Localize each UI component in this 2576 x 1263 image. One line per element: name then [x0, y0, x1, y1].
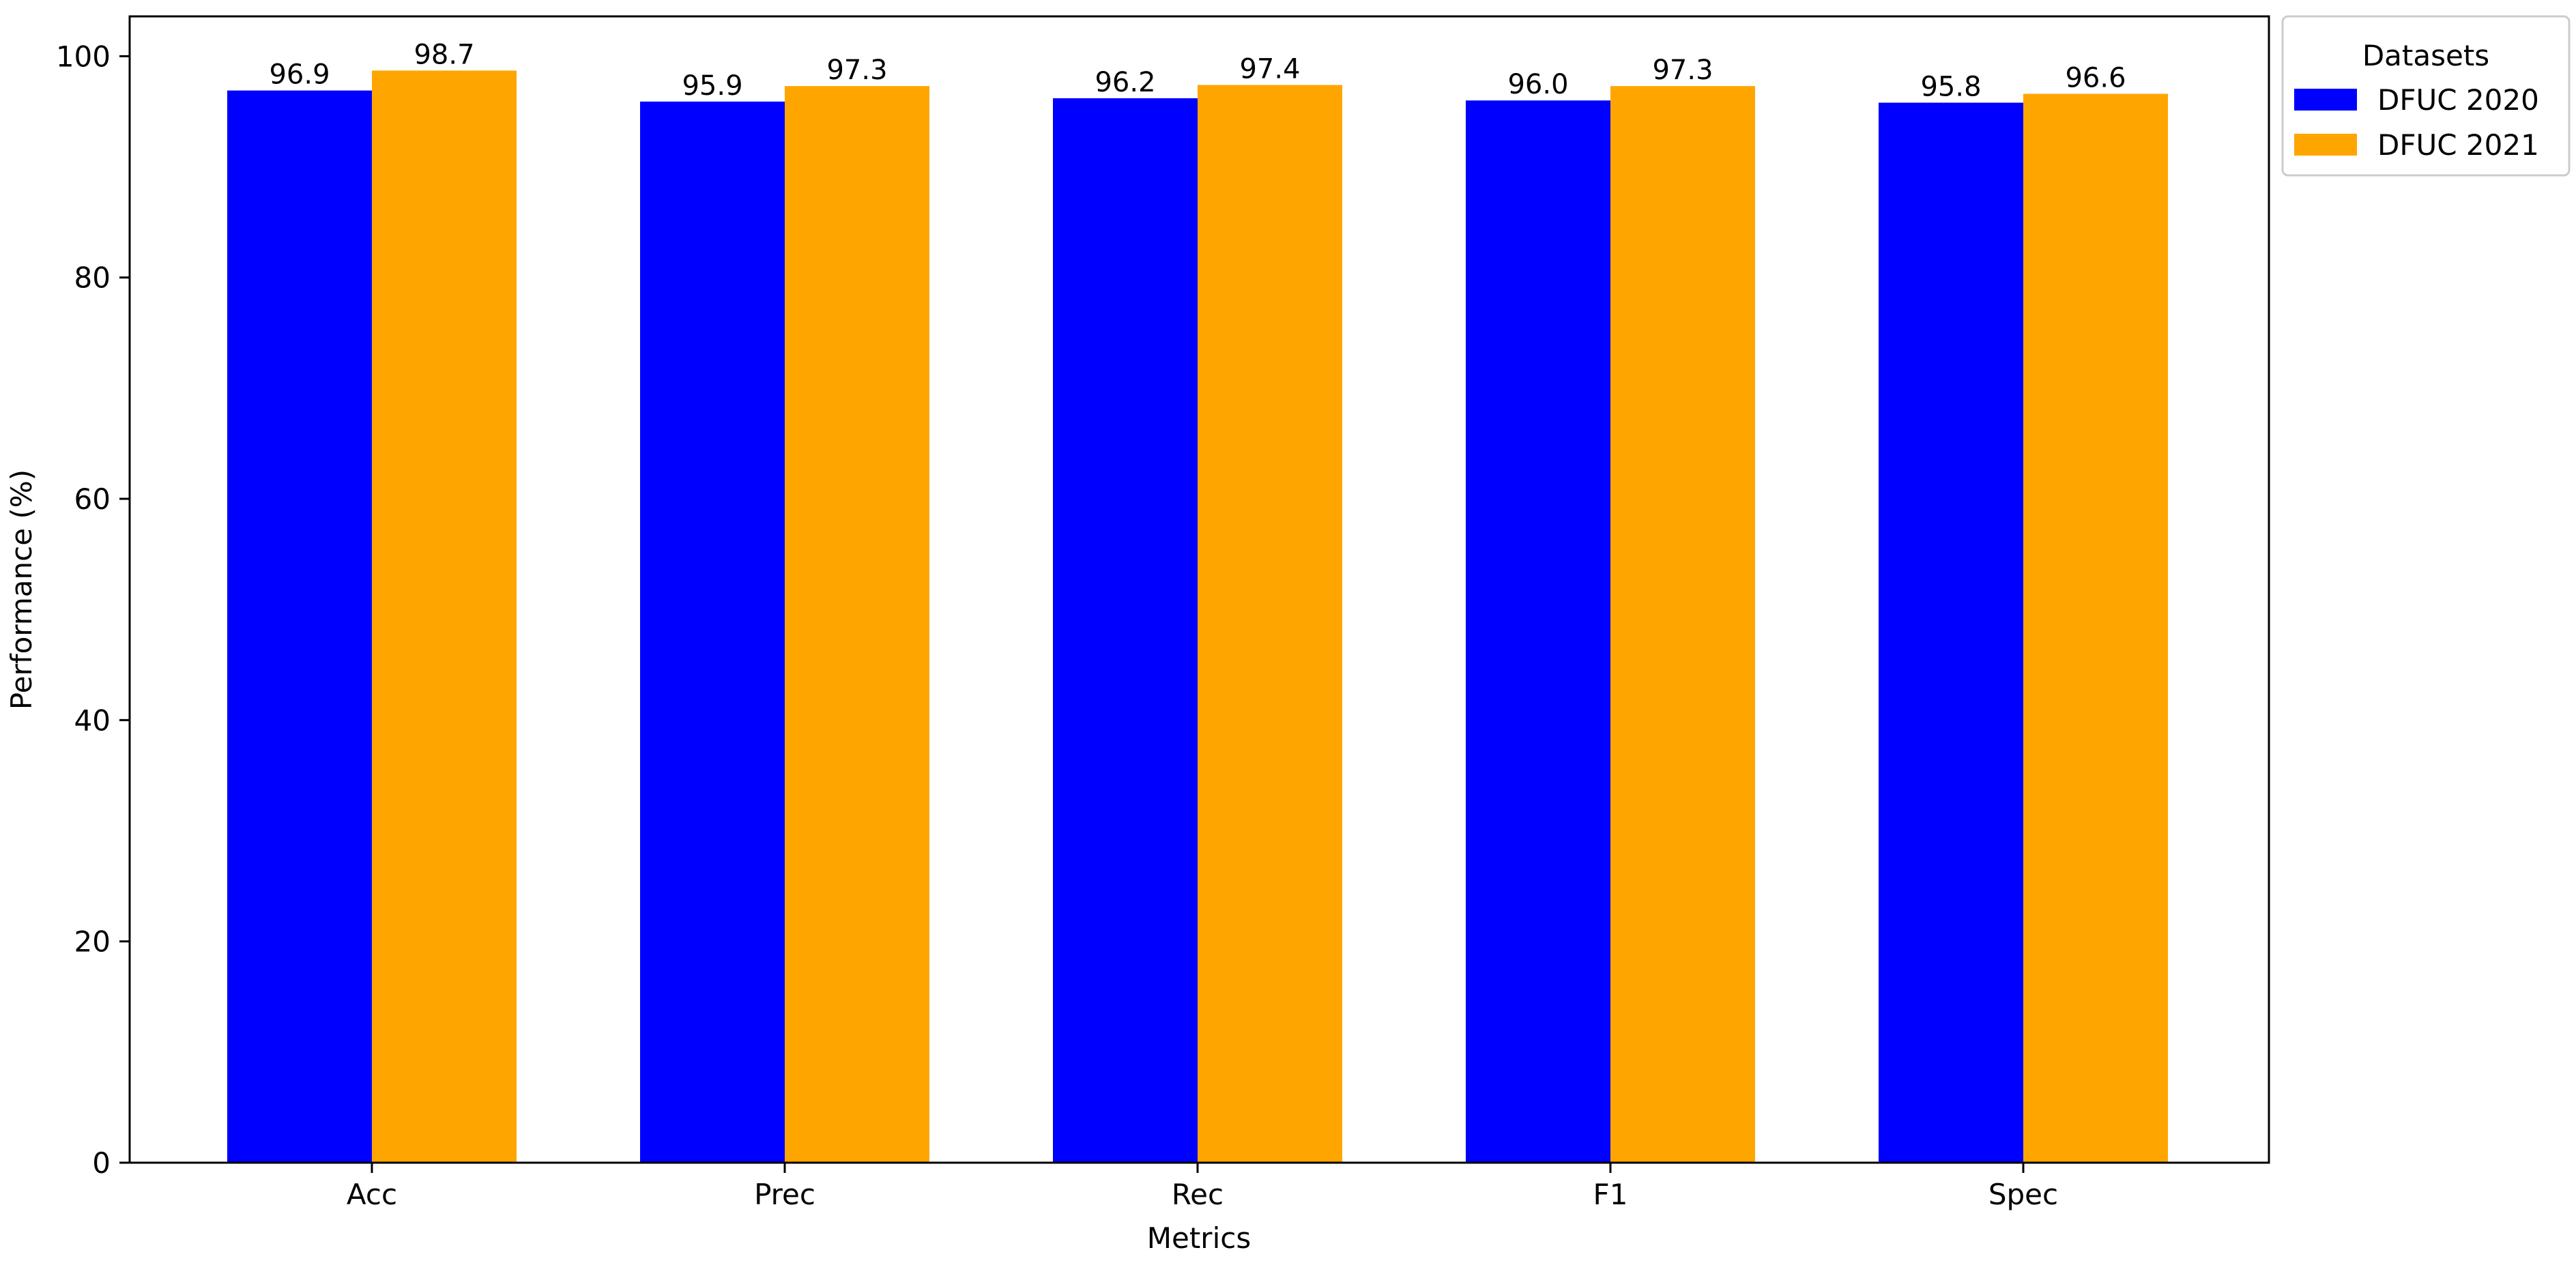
legend-label-dfuc-2020: DFUC 2020 [2377, 83, 2539, 117]
legend-swatch-dfuc-2020 [2294, 89, 2357, 111]
data-label-dfuc-2020-acc: 96.9 [269, 59, 330, 91]
data-label-dfuc-2020-rec: 96.2 [1095, 67, 1155, 98]
data-label-dfuc-2021-prec: 97.3 [826, 55, 887, 86]
bar-dfuc-2021-rec [1198, 85, 1342, 1163]
bars-layer [227, 70, 2168, 1163]
bar-dfuc-2020-acc [227, 90, 372, 1163]
y-tick-label: 40 [74, 703, 111, 737]
data-label-dfuc-2020-f1: 96.0 [1507, 69, 1568, 100]
bar-dfuc-2020-rec [1053, 98, 1198, 1163]
legend-entries: DFUC 2020 DFUC 2021 [2294, 83, 2539, 162]
bar-dfuc-2021-acc [372, 70, 517, 1163]
data-label-dfuc-2020-prec: 95.9 [682, 70, 742, 102]
y-tick-label: 20 [74, 925, 111, 959]
y-tick-label: 0 [92, 1146, 111, 1180]
bar-dfuc-2021-spec [2023, 93, 2168, 1163]
legend: Datasets DFUC 2020 DFUC 2021 [2281, 15, 2571, 177]
legend-label-dfuc-2021: DFUC 2021 [2377, 128, 2539, 162]
data-label-dfuc-2021-f1: 97.3 [1652, 55, 1713, 86]
legend-title: Datasets [2362, 39, 2489, 72]
y-axis-label: Performance (%) [5, 469, 38, 710]
x-tick-label-prec: Prec [754, 1178, 815, 1211]
bar-dfuc-2021-prec [785, 86, 929, 1163]
legend-swatch-dfuc-2021 [2294, 134, 2357, 156]
x-tick-label-rec: Rec [1172, 1178, 1224, 1211]
x-tick-label-spec: Spec [1988, 1178, 2058, 1211]
y-tick-label: 100 [56, 40, 111, 73]
bar-dfuc-2020-spec [1879, 102, 2023, 1163]
x-tick-label-f1: F1 [1593, 1178, 1628, 1211]
plot-area-frame [128, 15, 2270, 1164]
y-tick-label: 60 [74, 482, 111, 516]
y-tick-label: 80 [74, 261, 111, 295]
bar-dfuc-2021-f1 [1610, 86, 1755, 1163]
data-label-dfuc-2020-spec: 95.8 [1920, 71, 1981, 102]
data-label-dfuc-2021-acc: 98.7 [414, 39, 474, 70]
x-axis-label: Metrics [1147, 1221, 1251, 1255]
data-labels-layer: 96.9 98.7 95.9 97.3 96.2 97.4 96.0 97.3 95.8 96.6 [269, 39, 2126, 102]
data-label-dfuc-2021-rec: 97.4 [1239, 54, 1300, 85]
data-label-dfuc-2021-spec: 96.6 [2065, 63, 2126, 94]
x-tick-label-acc: Acc [347, 1178, 397, 1211]
y-axis: 0 20 40 60 80 100 [56, 40, 130, 1180]
bar-dfuc-2020-prec [640, 101, 785, 1163]
x-axis: Acc Prec Rec F1 Spec [347, 1163, 2058, 1211]
bar-dfuc-2020-f1 [1466, 100, 1610, 1163]
